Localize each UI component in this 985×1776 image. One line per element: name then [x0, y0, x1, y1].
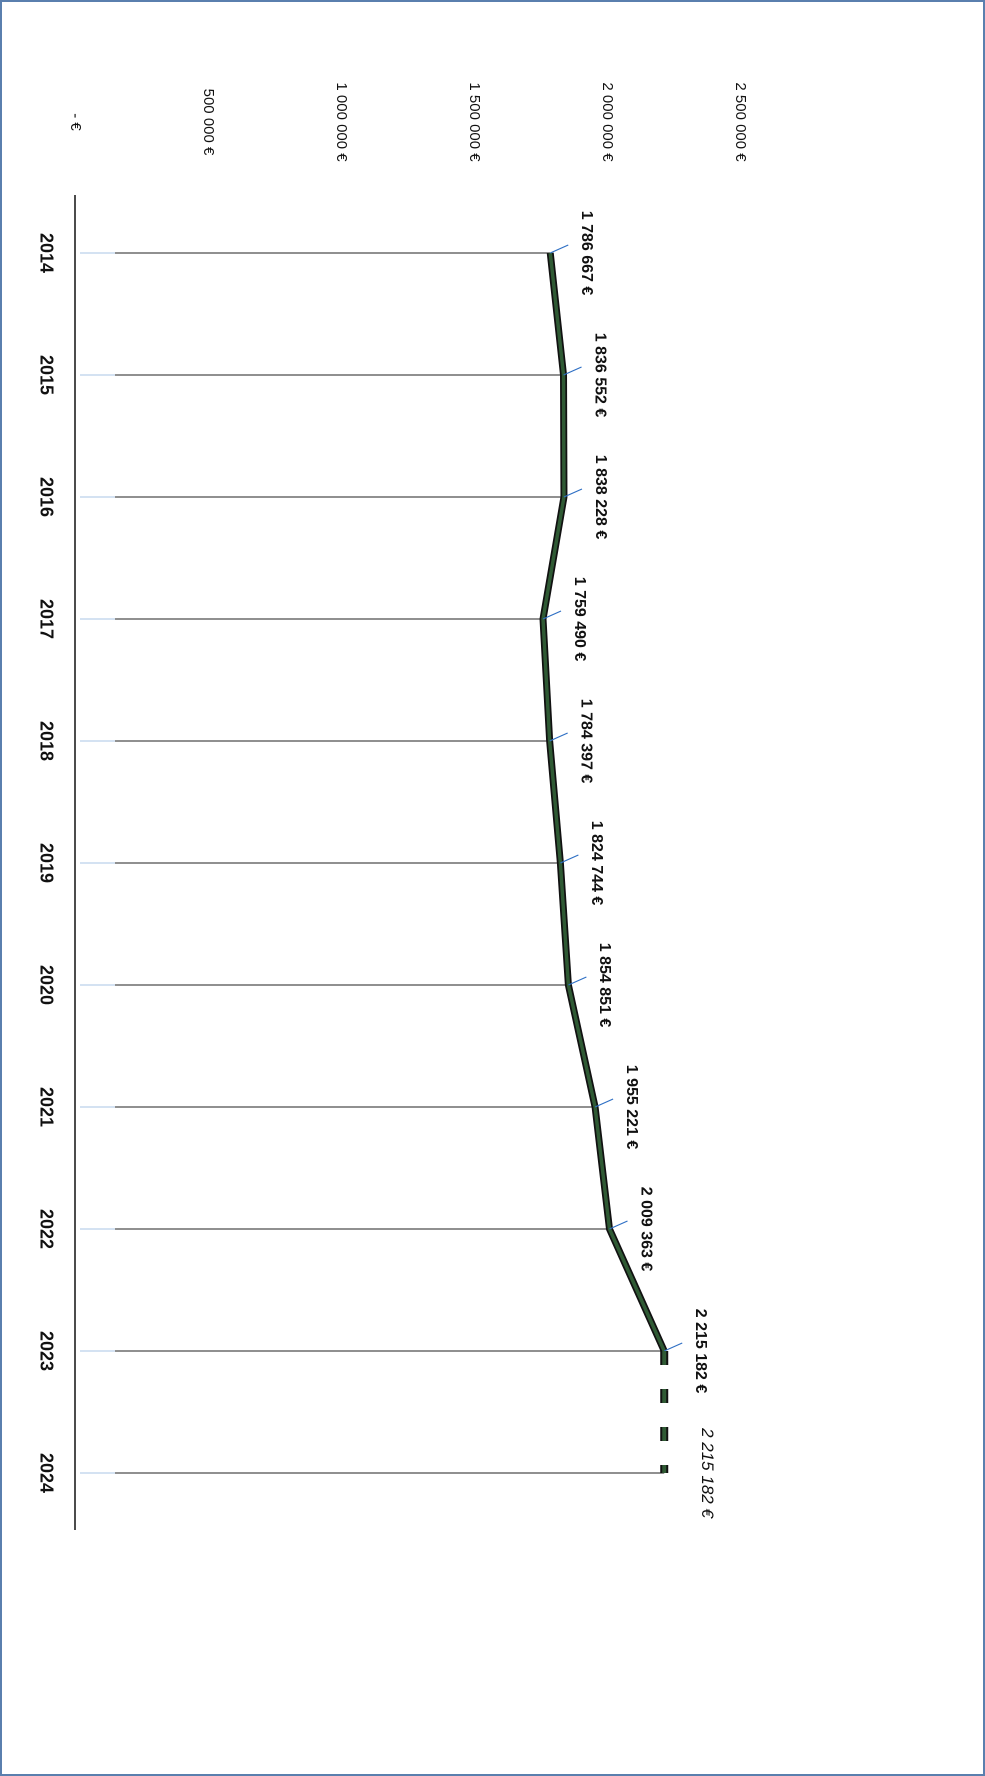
label-leader	[563, 366, 582, 376]
line-series	[541, 252, 666, 1352]
x-tick-label: 2023	[36, 1331, 56, 1371]
x-tick-label: 2014	[36, 233, 56, 273]
label-leader	[542, 610, 562, 620]
x-tick-label: 2018	[36, 721, 56, 761]
data-label: 1 786 667 €	[578, 211, 595, 296]
y-tick-label: 1 000 000 €	[333, 82, 350, 162]
x-tick-label: 2016	[36, 477, 56, 517]
data-label: 1 854 851 €	[596, 943, 613, 1028]
rotated-plot: - € 500 000 € 1 000 000 € 1 500 000 € 2 000 …	[36, 82, 749, 1530]
label-leader	[594, 1098, 614, 1108]
y-tick-label: 2 000 000 €	[599, 82, 616, 162]
label-leader	[663, 1342, 683, 1352]
y-tick-label: 500 000 €	[200, 89, 217, 156]
label-leader	[609, 1220, 628, 1230]
data-label: 1 836 552 €	[591, 333, 608, 418]
data-label: 1 838 228 €	[592, 455, 609, 540]
label-leader	[563, 488, 583, 498]
data-label: 1 759 490 €	[571, 577, 588, 662]
x-tick-label: 2022	[36, 1209, 56, 1249]
x-tick-label: 2015	[36, 355, 56, 395]
data-label: 2 215 182 €	[692, 1309, 709, 1394]
label-leader	[560, 854, 579, 864]
data-label: 1 955 221 €	[623, 1065, 640, 1150]
data-label: 1 824 744 €	[588, 821, 605, 906]
label-leader	[550, 244, 569, 254]
x-tick-label: 2024	[36, 1453, 56, 1493]
label-leader	[549, 732, 568, 742]
label-leader	[568, 976, 587, 986]
x-tick-label: 2019	[36, 843, 56, 883]
data-label: 1 784 397 €	[577, 699, 594, 784]
data-label: 2 215 182 €	[698, 1427, 717, 1519]
x-tick-label: 2017	[36, 599, 56, 639]
y-tick-label: 1 500 000 €	[466, 82, 483, 162]
y-tick-label: 2 500 000 €	[732, 82, 749, 162]
x-tick-label: 2021	[36, 1087, 56, 1127]
y-tick-label: - €	[67, 113, 84, 131]
x-tick-label: 2020	[36, 965, 56, 1005]
data-label: 2 009 363 €	[637, 1187, 654, 1272]
